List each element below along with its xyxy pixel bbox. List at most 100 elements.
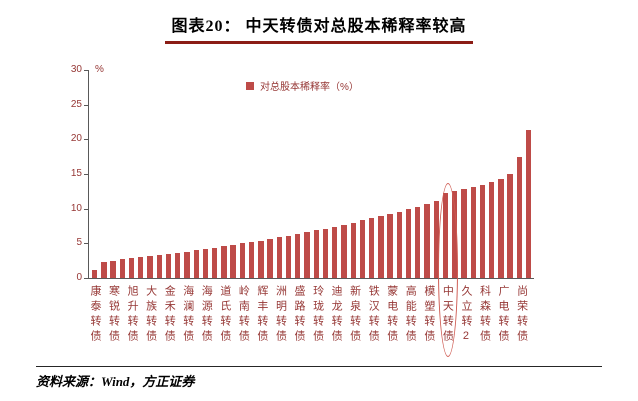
bar: [387, 214, 393, 278]
x-label-slot: 蒙电转债: [385, 281, 398, 345]
bar-slot: [219, 70, 228, 278]
x-label-slot: 铁汉转债: [367, 281, 379, 345]
y-tick-label: 0: [76, 272, 82, 283]
x-label-slot: [508, 281, 516, 345]
x-axis-label: 蒙电转债: [385, 285, 398, 345]
x-label-slot: 新泉转债: [348, 281, 361, 345]
x-label-slot: [248, 281, 256, 345]
x-label-slot: [489, 281, 497, 345]
bar-slot: [349, 70, 358, 278]
plot-area: [88, 70, 534, 279]
x-label-slot: [230, 281, 238, 345]
x-label-slot: 模塑转债: [423, 281, 435, 345]
bar: [230, 244, 236, 278]
x-label-slot: 科森转债: [478, 281, 490, 345]
bar-slot: [386, 70, 395, 278]
x-label-slot: [527, 281, 535, 345]
legend-swatch: [246, 81, 254, 90]
x-label-slot: [285, 281, 293, 345]
bar-slot: [118, 70, 127, 278]
x-label-slot: [452, 281, 460, 345]
bar-slot: [247, 70, 256, 278]
bar: [433, 201, 439, 278]
bar: [516, 157, 523, 278]
bar: [91, 269, 98, 278]
y-tick-label: 10: [70, 202, 82, 214]
x-label-slot: 辉丰转债: [256, 281, 268, 345]
bar-slot: [256, 70, 265, 278]
bar-slot: [265, 70, 274, 278]
x-label-slot: 海源转债: [200, 281, 213, 345]
x-label-slot: [434, 281, 442, 345]
bar-slot: [275, 70, 284, 278]
x-label-slot: [267, 281, 275, 345]
x-label-slot: [471, 281, 479, 345]
x-label-slot: [137, 281, 145, 345]
x-axis-label: 道氏转债: [218, 285, 231, 345]
bar: [101, 262, 107, 278]
bar: [119, 259, 125, 278]
bar-slot: [192, 70, 201, 278]
x-label-slot: [397, 281, 405, 345]
bar-slot: [127, 70, 136, 278]
x-axis-label: 岭南转债: [237, 285, 250, 345]
bar-slot: [395, 70, 404, 278]
x-label-slot: 大族转债: [145, 281, 157, 345]
bar-slot: [229, 70, 238, 278]
bar-slot: [210, 70, 219, 278]
x-label-slot: [174, 281, 182, 345]
bar-slot: [441, 70, 450, 278]
bar-slot: [478, 70, 487, 278]
bar-slot: [155, 70, 164, 278]
bar-slot: [506, 70, 515, 278]
bar-slot: [99, 70, 108, 278]
bar-slot: [173, 70, 182, 278]
x-axis-label: 中天转债: [441, 285, 454, 345]
bar: [378, 216, 384, 278]
x-label-slot: 金禾转债: [163, 281, 175, 345]
bar-slot: [376, 70, 385, 278]
x-axis-label: 新泉转债: [348, 285, 361, 345]
x-axis-label: 旭升转债: [126, 285, 139, 345]
bar-slot: [459, 70, 468, 278]
x-axis-label: 玲珑转债: [311, 285, 324, 345]
bar-slot: [284, 70, 293, 278]
x-label-slot: 康泰转债: [89, 281, 101, 345]
x-label-slot: [341, 281, 349, 345]
x-axis-label: 尚荣转债: [515, 285, 528, 345]
y-tick-label: 5: [76, 237, 82, 249]
bar-slot: [450, 70, 459, 278]
source-note: 资料来源：Wind，方正证券: [36, 366, 602, 390]
bar: [479, 185, 486, 278]
bar: [470, 187, 476, 278]
bar: [295, 233, 301, 278]
x-label-slot: [193, 281, 201, 345]
x-axis-label: 久立转2: [459, 285, 472, 346]
y-tick-mark: [84, 104, 88, 106]
bar-slot: [312, 70, 321, 278]
y-axis-unit: %: [95, 64, 104, 75]
bar-slot: [201, 70, 210, 278]
bar-slot: [404, 70, 413, 278]
bar-slot: [358, 70, 367, 278]
bar: [202, 248, 209, 278]
x-label-slot: 广电转债: [497, 281, 509, 345]
x-label-slot: 海澜转债: [182, 281, 194, 345]
bar-slot: [422, 70, 431, 278]
y-tick-label: 25: [70, 98, 82, 110]
bar-slot: [432, 70, 441, 278]
bar: [239, 243, 246, 278]
x-label-slot: [378, 281, 386, 345]
x-axis-label: 寒锐转债: [107, 285, 120, 345]
bar-slot: [496, 70, 505, 278]
bar: [350, 222, 356, 278]
y-tick-mark: [84, 278, 88, 279]
bar-chart: 对总股本稀释率（%） 0 5 10 15 20 25 30 % 康泰转债 寒锐转债 旭升转债 大族…: [58, 64, 540, 374]
x-label-slot: 中天转债: [441, 281, 454, 345]
bar-slot: [182, 70, 191, 278]
bar: [165, 253, 172, 278]
figure-title: 图表20： 中天转债对总股本稀释率较高: [165, 12, 473, 44]
bar-slot: [413, 70, 422, 278]
x-axis-label: 海源转债: [200, 285, 213, 345]
bar-slot: [330, 70, 339, 278]
